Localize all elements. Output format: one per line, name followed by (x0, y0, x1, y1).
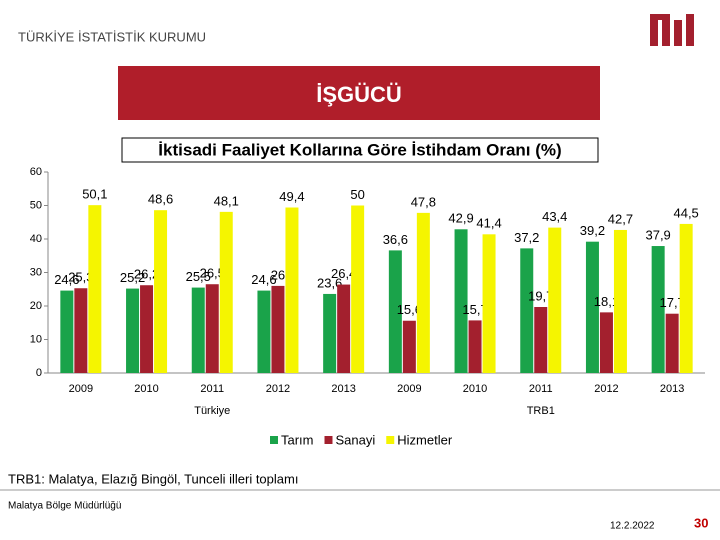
bar (665, 313, 679, 373)
value-label: 36,6 (383, 232, 408, 247)
bar (126, 288, 140, 373)
bar (351, 205, 365, 373)
x-tick-label: 2009 (397, 383, 421, 395)
bar (323, 293, 337, 373)
bar (679, 223, 693, 373)
value-label: 26,2 (134, 267, 159, 282)
y-tick-label: 60 (30, 166, 42, 178)
legend-label: Sanayi (336, 432, 376, 447)
group-label: TRB1 (527, 405, 555, 417)
value-label: 47,8 (411, 194, 436, 209)
value-label: 48,6 (148, 192, 173, 207)
group-label: Türkiye (194, 405, 230, 417)
bar (402, 320, 416, 373)
legend-swatch (270, 436, 278, 444)
bar (534, 307, 548, 373)
value-label: 23,6 (317, 275, 342, 290)
note: TRB1: Malatya, Elazığ Bingöl, Tunceli il… (8, 471, 298, 486)
value-label: 39,2 (580, 223, 605, 238)
y-tick-label: 30 (30, 266, 42, 278)
value-label: 43,4 (542, 209, 567, 224)
y-tick-label: 20 (30, 300, 42, 312)
banner (118, 66, 600, 120)
value-label: 17,7 (659, 295, 684, 310)
value-label: 37,2 (514, 230, 539, 245)
bar (60, 290, 74, 373)
x-tick-label: 2010 (463, 383, 487, 395)
x-tick-label: 2012 (594, 383, 618, 395)
title-box (121, 137, 599, 163)
x-tick-label: 2013 (660, 383, 684, 395)
y-tick-label: 40 (30, 233, 42, 245)
y-tick-label: 10 (30, 333, 42, 345)
value-label: 49,4 (279, 189, 304, 204)
value-label: 24,6 (251, 272, 276, 287)
bar (271, 285, 285, 373)
chart-title: İktisadi Faaliyet Kollarına Göre İstihda… (158, 140, 561, 159)
value-label: 25,3 (68, 270, 93, 285)
footer-office: Malatya Bölge Müdürlüğü (8, 501, 121, 512)
legend-swatch (386, 436, 395, 444)
x-tick-label: 2011 (529, 383, 553, 395)
value-label: 25,5 (186, 269, 211, 284)
x-tick-label: 2013 (331, 383, 355, 395)
value-label: 42,7 (608, 211, 633, 226)
x-tick-label: 2012 (266, 383, 290, 395)
bar (154, 210, 168, 373)
value-label: 50,1 (82, 187, 107, 202)
logo (650, 14, 694, 46)
bar (599, 312, 613, 373)
bar (205, 284, 219, 373)
value-label: 48,1 (214, 193, 239, 208)
value-label: 15,6 (397, 302, 422, 317)
chart: 0102030405060200924,625,350,1201025,226,… (30, 166, 705, 447)
footer-date: 12.2.2022 (610, 521, 655, 532)
bar (219, 211, 233, 373)
y-tick-label: 50 (30, 199, 42, 211)
x-tick-label: 2011 (200, 383, 224, 395)
value-label: 41,4 (476, 216, 501, 231)
value-label: 50 (350, 187, 364, 202)
legend-label: Tarım (281, 432, 314, 447)
bar (468, 320, 482, 373)
value-label: 24,6 (54, 272, 79, 287)
value-label: 42,9 (448, 211, 473, 226)
value-label: 26 (271, 267, 285, 282)
org-name: TÜRKİYE İSTATİSTİK KURUMU (18, 29, 206, 44)
bar (191, 287, 205, 373)
bar (257, 290, 271, 373)
legend-swatch (324, 436, 333, 444)
x-tick-label: 2009 (69, 383, 93, 395)
bar (285, 207, 299, 373)
value-label: 15,7 (462, 302, 487, 317)
bar (337, 284, 351, 373)
bar (548, 227, 562, 373)
bar (388, 250, 402, 373)
value-label: 26,5 (200, 266, 225, 281)
value-label: 44,5 (673, 205, 698, 220)
bar (74, 288, 88, 373)
legend-label: Hizmetler (397, 432, 453, 447)
bar (520, 248, 534, 373)
bar (454, 229, 468, 373)
y-tick-label: 0 (36, 367, 42, 379)
banner-title: İŞGÜCÜ (316, 82, 402, 107)
value-label: 19,7 (528, 288, 553, 303)
x-tick-label: 2010 (134, 383, 158, 395)
page-number: 30 (694, 515, 708, 530)
bar (416, 212, 430, 373)
bar (613, 229, 627, 373)
value-label: 25,2 (120, 270, 145, 285)
bar (482, 234, 496, 373)
bar (651, 246, 665, 373)
bar (88, 205, 102, 373)
bar (140, 285, 154, 373)
value-label: 26,4 (331, 266, 356, 281)
value-label: 18,1 (594, 294, 619, 309)
bar (585, 241, 599, 373)
value-label: 37,9 (645, 227, 670, 242)
